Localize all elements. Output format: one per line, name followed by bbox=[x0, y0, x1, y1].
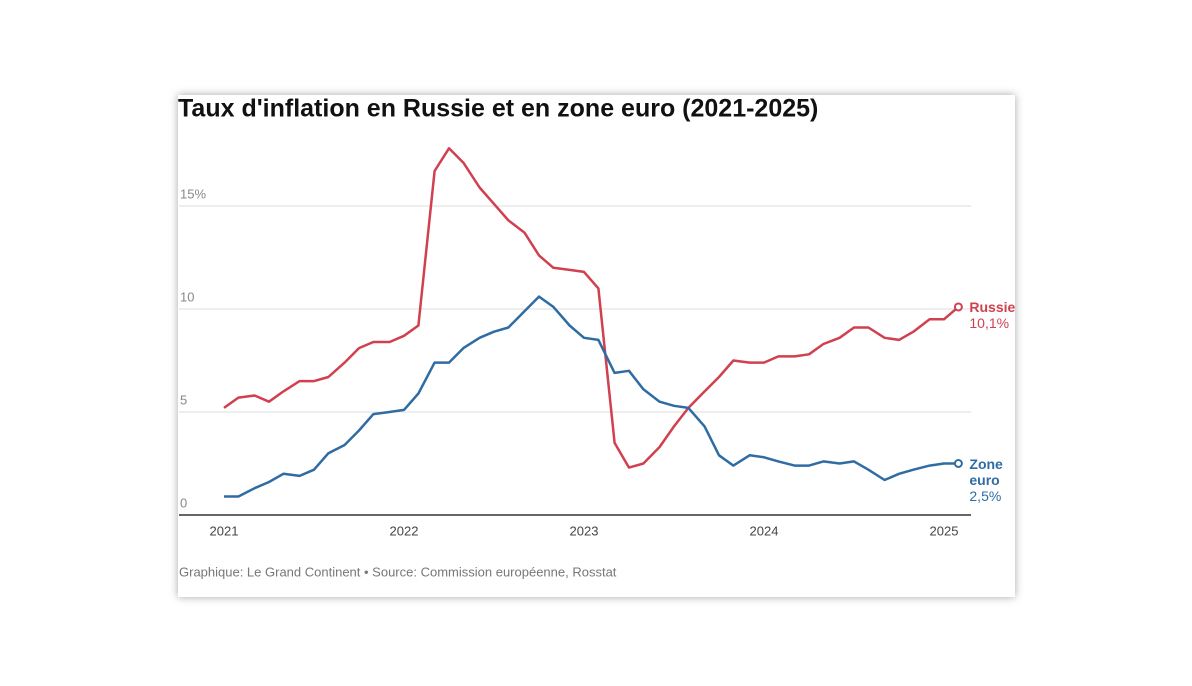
value-label: 10,1% bbox=[969, 314, 1010, 331]
legend-label: Zone euro bbox=[969, 455, 1003, 488]
y-tick-label: 5 bbox=[180, 392, 187, 407]
x-tick-label: 2023 bbox=[570, 523, 599, 538]
x-tick-label: 2021 bbox=[210, 523, 239, 538]
y-tick-label: 15% bbox=[180, 186, 206, 201]
chart-title: Taux d'inflation en Russie et en zone eu… bbox=[178, 95, 818, 123]
end-marker bbox=[953, 302, 963, 312]
legend-label: Russie bbox=[969, 298, 1016, 315]
chart-card bbox=[178, 95, 1015, 597]
end-label: Zone euro 2,5% bbox=[969, 456, 1013, 504]
end-marker bbox=[953, 459, 963, 468]
y-tick-label: 10 bbox=[180, 289, 194, 304]
end-label: Russie 10,1% bbox=[969, 298, 1016, 331]
x-tick-label: 2022 bbox=[390, 523, 419, 538]
x-tick-label: 2024 bbox=[750, 523, 779, 538]
series-line bbox=[224, 295, 959, 498]
x-tick-label: 2025 bbox=[930, 523, 959, 538]
y-tick-label: 0 bbox=[180, 495, 187, 510]
series-line bbox=[223, 147, 960, 469]
source-note: Graphique: Le Grand Continent • Source: … bbox=[179, 564, 617, 579]
value-label: 2,5% bbox=[969, 487, 1002, 504]
